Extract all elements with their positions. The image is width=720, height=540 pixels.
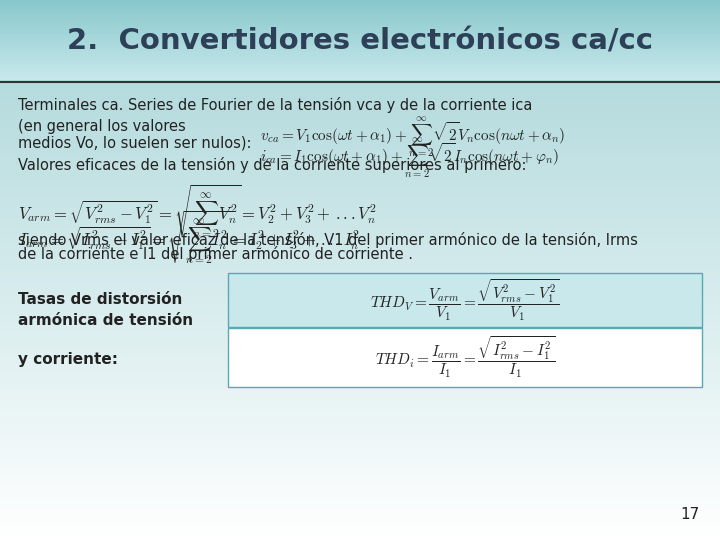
- FancyBboxPatch shape: [228, 328, 702, 387]
- Text: de la corriente e I1 del primer armónico de corriente .: de la corriente e I1 del primer armónico…: [18, 246, 413, 262]
- Text: 2.  Convertidores electrónicos ca/cc: 2. Convertidores electrónicos ca/cc: [67, 28, 653, 56]
- Text: Tasas de distorsión
armónica de tensión: Tasas de distorsión armónica de tensión: [18, 292, 193, 328]
- Text: medios Vo, Io suelen ser nulos):: medios Vo, Io suelen ser nulos):: [18, 135, 251, 150]
- Text: (en general los valores: (en general los valores: [18, 119, 186, 134]
- Text: y corriente:: y corriente:: [18, 352, 118, 367]
- FancyBboxPatch shape: [228, 273, 702, 327]
- Text: $THD_V = \dfrac{V_{arm}}{V_1} = \dfrac{\sqrt{V_{rms}^2 - V_1^2}}{V_1}$: $THD_V = \dfrac{V_{arm}}{V_1} = \dfrac{\…: [370, 278, 559, 322]
- Text: $i_{ca} = I_1\cos(\omega t + \alpha_1) + \sum_{n=2}^{\infty}\sqrt{2}I_n\cos(n\om: $i_{ca} = I_1\cos(\omega t + \alpha_1) +…: [260, 137, 559, 180]
- Text: siendo Vrms el valor eficaz de la tensión, V1 del primer armónico de la tensión,: siendo Vrms el valor eficaz de la tensió…: [18, 232, 638, 248]
- Text: $THD_i = \dfrac{I_{arm}}{I_1} = \dfrac{\sqrt{I_{rms}^2 - I_1^2}}{I_1}$: $THD_i = \dfrac{I_{arm}}{I_1} = \dfrac{\…: [375, 335, 555, 380]
- Text: 17: 17: [680, 507, 700, 522]
- Text: $V_{arm} = \sqrt{V_{rms}^{2} - V_1^{2}} = \sqrt{\sum_{n=2}^{\infty}V_n^2} = V_2^: $V_{arm} = \sqrt{V_{rms}^{2} - V_1^{2}} …: [18, 182, 377, 240]
- Text: Valores eficaces de la tensión y de la corriente superiores al primero:: Valores eficaces de la tensión y de la c…: [18, 157, 526, 173]
- Text: $v_{ca} = V_1\cos(\omega t + \alpha_1) + \sum_{n=2}^{\infty}\sqrt{2}V_n\cos(n\om: $v_{ca} = V_1\cos(\omega t + \alpha_1) +…: [260, 116, 565, 159]
- Text: $I_{arm} = \sqrt{I_{rms}^{2} - I_1^{2}} = \sqrt{\sum_{n=2}^{\infty}I_n^2} = I_2^: $I_{arm} = \sqrt{I_{rms}^{2} - I_1^{2}} …: [18, 208, 360, 266]
- Text: Terminales ca. Series de Fourier de la tensión vca y de la corriente ica: Terminales ca. Series de Fourier de la t…: [18, 97, 532, 113]
